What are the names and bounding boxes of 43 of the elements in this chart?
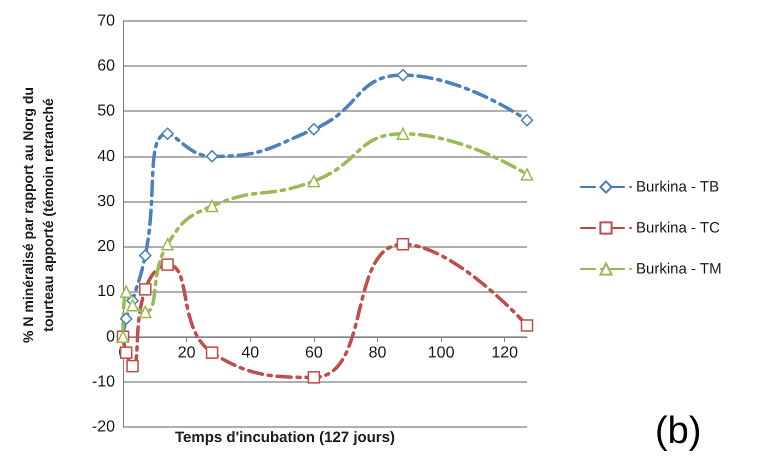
text: (b) [655,410,702,452]
point [520,168,534,181]
point [161,258,174,271]
y-tick-label: -20 [92,418,116,436]
legend-label: Burkina - TB [636,178,720,196]
legend-label: Burkina - TC [636,220,720,236]
y-tick-label: 10 [97,283,116,300]
point [206,150,218,163]
y-axis-title: % N minéralisé par rapport au Norg du tourteau apporté (témoin retranché [20,87,56,343]
y-tick-label: 70 [97,12,116,30]
point [308,123,320,136]
legend-label: Burkina - TM [636,260,722,278]
y-tick-label: 40 [97,148,116,165]
x-axis-title: Temps d'incubation (127 jours) [175,429,395,446]
point [206,346,218,359]
x-tick-label: 80 [368,344,386,362]
x-tick-label: 40 [241,344,260,362]
y-tick-label: 60 [97,58,116,75]
point [206,200,218,212]
point [396,238,410,251]
point [396,128,410,140]
point [139,283,152,296]
point [126,360,139,372]
y-tick-label: 0 [106,328,116,346]
x-tick-label: 20 [178,344,196,362]
point [520,319,534,332]
point [120,312,132,325]
y-tick-label: 20 [97,238,116,256]
point [161,238,174,251]
y-tick-label: 30 [97,192,116,210]
point [520,114,534,126]
point [161,128,174,140]
x-tick-label: 60 [304,344,323,362]
point [308,371,320,384]
point [396,68,410,82]
y-tick-label: 50 [97,102,116,120]
y-tick-label: -10 [92,373,116,390]
point [139,306,152,318]
point [126,298,139,312]
x-tick-label: 100 [428,344,455,362]
point [139,249,152,262]
point [308,174,320,188]
x-tick-label: 120 [491,344,518,362]
